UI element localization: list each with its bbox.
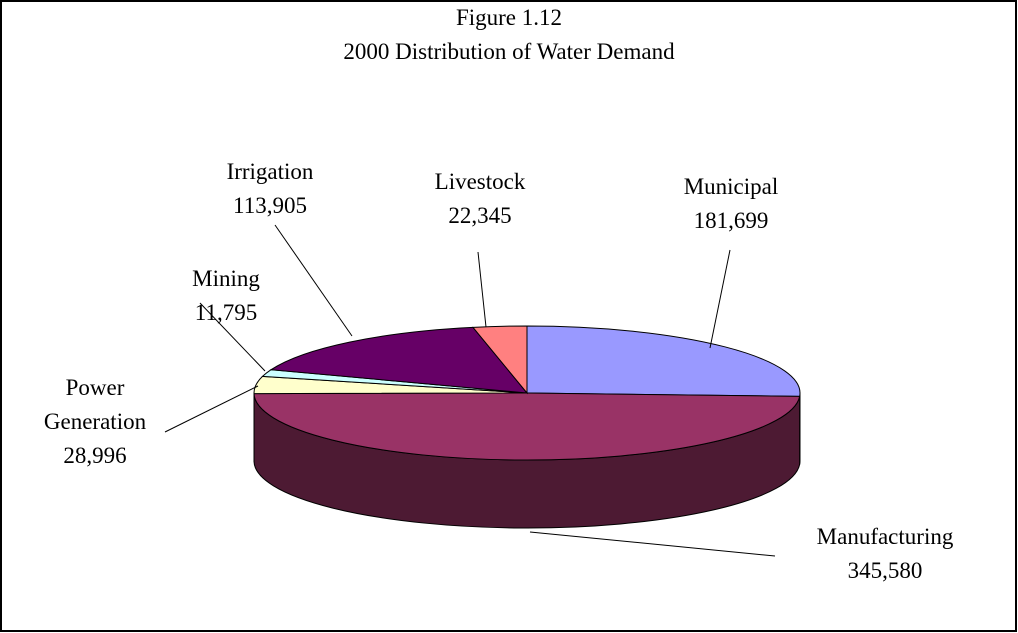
slice-name: Manufacturing [816, 524, 954, 549]
leader-line [709, 249, 731, 349]
slice-value: 28,996 [63, 443, 127, 468]
pie-slice [471, 325, 528, 395]
chart-title: Figure 1.12 [455, 5, 563, 30]
slice-label: Irrigation 113,905 [205, 155, 335, 223]
leader-line [274, 224, 353, 337]
leader-line [164, 385, 259, 433]
slice-name: Irrigation [226, 159, 314, 184]
slice-label: Livestock 22,345 [415, 165, 545, 233]
slice-name: Livestock [434, 169, 526, 194]
slice-label: Manufacturing 345,580 [785, 520, 985, 588]
pie-slice [253, 392, 801, 461]
pie-slice [269, 326, 529, 394]
slice-name: Mining [192, 266, 260, 291]
leader-line [529, 531, 776, 557]
leader-line [477, 251, 487, 328]
pie-slice [526, 325, 801, 397]
slice-value: 22,345 [448, 203, 512, 228]
slice-label: Power Generation 28,996 [35, 371, 155, 473]
slice-value: 181,699 [693, 208, 769, 233]
slice-label: Mining 11,795 [166, 262, 286, 330]
slice-value: 113,905 [233, 193, 307, 218]
leader-line [199, 302, 266, 372]
slice-label: Municipal 181,699 [651, 170, 811, 238]
chart-subtitle: 2000 Distribution of Water Demand [343, 39, 675, 64]
slice-name: Municipal [683, 174, 779, 199]
slice-name: Power Generation [43, 375, 147, 434]
slice-value: 11,795 [194, 300, 258, 325]
slice-value: 345,580 [847, 558, 923, 583]
